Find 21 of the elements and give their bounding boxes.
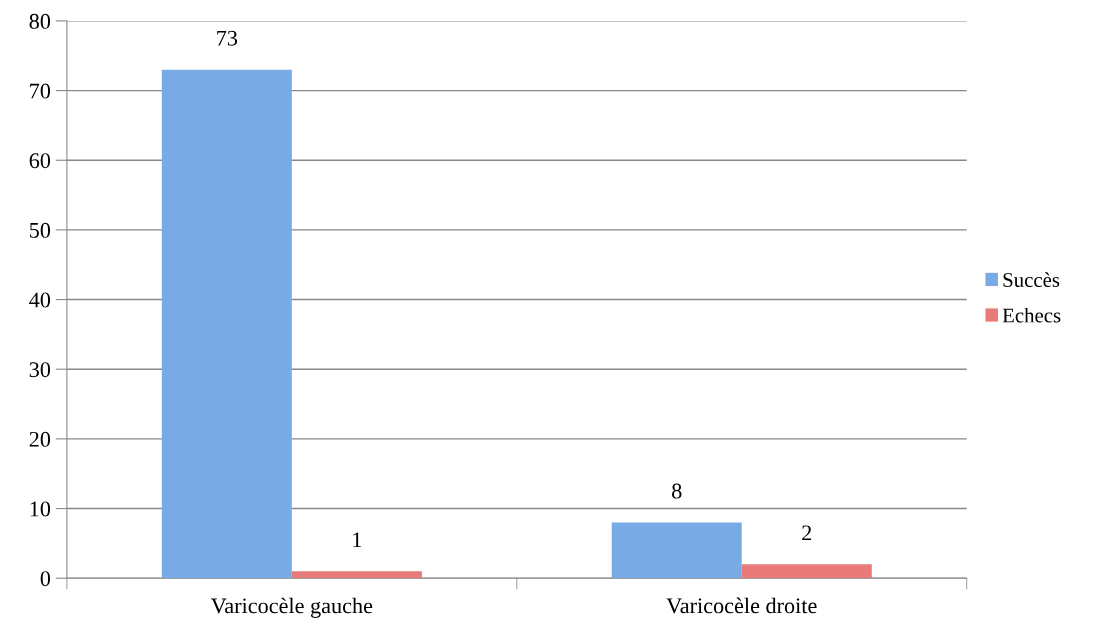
y-tick-label: 80 — [29, 13, 51, 29]
bar — [161, 69, 292, 579]
y-tick-label: 70 — [30, 83, 51, 99]
bar — [611, 522, 742, 579]
y-tick-label: 40 — [29, 292, 51, 308]
y-tick-label: 60 — [29, 153, 51, 169]
bar — [291, 571, 422, 579]
x-tick-label: Varicocèle gauche — [210, 597, 373, 618]
y-tick-label: 20 — [29, 431, 51, 447]
x-tick-label: Varicocèle droite — [666, 597, 817, 614]
y-tick-label: 0 — [40, 571, 51, 587]
data-label: 73 — [217, 30, 238, 46]
data-label: 2 — [802, 525, 812, 541]
legend-label: Echecs — [1002, 307, 1061, 323]
data-label: 8 — [672, 483, 682, 499]
y-tick-label: 30 — [29, 362, 51, 378]
legend-label: Succès — [1003, 272, 1060, 287]
y-tick-label: 50 — [30, 222, 51, 238]
data-label: 1 — [353, 532, 362, 548]
bar — [741, 564, 872, 579]
y-tick-label: 10 — [30, 501, 51, 517]
